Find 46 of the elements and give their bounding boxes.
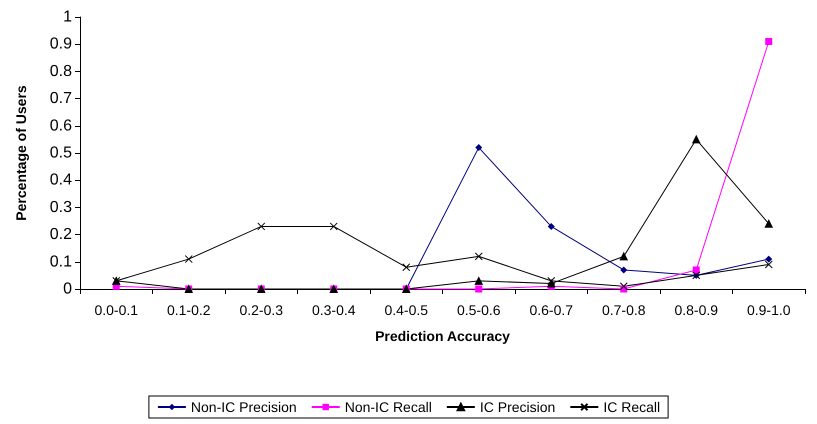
point	[620, 252, 628, 260]
point	[474, 252, 483, 260]
x-axis-title: Prediction Accuracy	[375, 328, 510, 344]
y-tick-label: 0.6	[50, 117, 72, 134]
x-tick-label: 0.4-0.5	[384, 302, 428, 318]
point	[475, 286, 482, 292]
y-tick-label: 0.8	[50, 62, 72, 80]
x-tick-label: 0.7-0.8	[602, 302, 646, 318]
y-tick-label: 1	[63, 8, 72, 26]
y-tick-label: 0.7	[50, 90, 72, 108]
point	[402, 263, 410, 272]
y-tick-label: 0	[63, 280, 72, 298]
legend-label: IC Recall	[603, 399, 660, 415]
legend-label: Non-IC Recall	[344, 399, 432, 415]
point	[257, 222, 266, 230]
x-tick-label: 0.1-0.2	[166, 302, 211, 318]
point	[620, 282, 628, 290]
x-tick-label: 0.5-0.6	[456, 302, 501, 318]
y-tick-label: 0.3	[50, 198, 72, 216]
point	[765, 256, 772, 263]
y-axis-title: Percentage of Users	[13, 85, 29, 221]
x-tick-label: 0.3-0.4	[312, 302, 356, 318]
y-tick-label: 0.4	[50, 172, 72, 189]
y-tick-label: 0.1	[50, 253, 72, 270]
x-tick-label: 0.6-0.7	[529, 302, 574, 318]
point	[474, 276, 483, 285]
x-tick-label: 0.2-0.3	[239, 302, 284, 318]
point	[764, 260, 773, 269]
point	[692, 266, 700, 274]
point	[620, 266, 628, 274]
legend-label: Non-IC Precision	[190, 399, 297, 415]
legend-label: IC Precision	[480, 399, 556, 415]
point	[765, 38, 772, 45]
point	[330, 222, 338, 230]
x-tick-label: 0.9-1.0	[746, 302, 791, 318]
y-tick-label: 0.5	[50, 144, 72, 162]
x-tick-label: 0.0-0.1	[94, 302, 138, 318]
y-tick-label: 0.9	[50, 36, 72, 53]
y-tick-label: 0.2	[50, 226, 72, 244]
point	[764, 220, 773, 228]
point	[547, 276, 556, 285]
point	[475, 144, 482, 152]
point	[548, 222, 555, 230]
point	[692, 135, 700, 144]
x-tick-label: 0.8-0.9	[674, 302, 718, 318]
point	[184, 255, 193, 264]
